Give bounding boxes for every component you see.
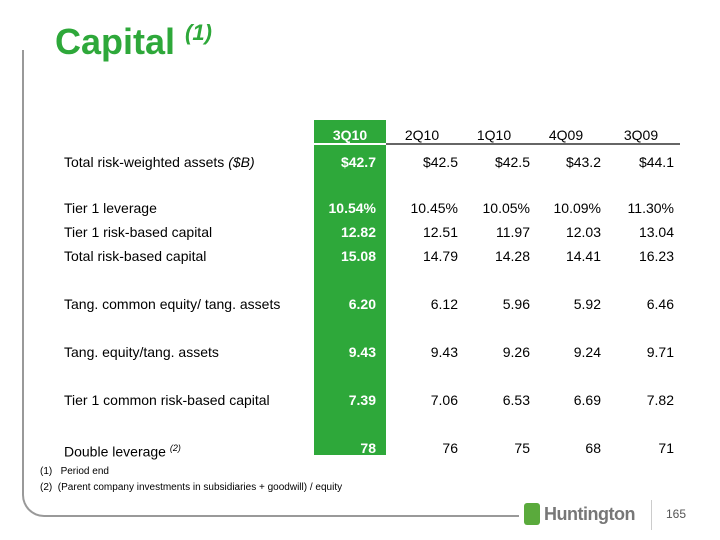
row-label: Tier 1 risk-based capital [64, 224, 213, 240]
column-header: 4Q09 [548, 127, 584, 143]
highlight-column [314, 120, 386, 455]
row-label: Double leverage (2) [64, 443, 181, 460]
table-cell: 7.39 [348, 392, 376, 408]
row-label: Total risk-weighted assets ($B) [64, 154, 255, 170]
footnote-2: (2) (Parent company investments in subsi… [40, 482, 343, 493]
table-cell: 14.41 [565, 248, 601, 264]
table-cell: 10.45% [410, 200, 458, 216]
huntington-logo: Huntington [524, 503, 635, 525]
table-cell: 12.03 [565, 224, 601, 240]
column-header: 3Q10 [332, 127, 368, 143]
table-cell: 12.82 [340, 224, 376, 240]
row-label: Tang. common equity/ tang. assets [64, 296, 281, 312]
table-cell: 7.82 [646, 392, 674, 408]
column-header: 3Q09 [623, 127, 659, 143]
table-cell: 11.30% [627, 200, 674, 216]
row-label: Tang. equity/tang. assets [64, 344, 219, 360]
table-cell: 9.71 [646, 344, 674, 360]
table-cell: 14.28 [494, 248, 530, 264]
table-cell: 71 [658, 440, 674, 456]
row-label: Total risk-based capital [64, 248, 207, 264]
table-cell: $42.7 [340, 154, 376, 170]
table-cell: 75 [514, 440, 530, 456]
table-cell: 6.20 [348, 296, 376, 312]
table-cell: 6.53 [502, 392, 530, 408]
table-cell: 10.54% [328, 200, 376, 216]
table-cell: 9.43 [430, 344, 458, 360]
table-cell: 5.96 [502, 296, 530, 312]
table-cell: 9.24 [573, 344, 601, 360]
table-cell: 12.51 [422, 224, 458, 240]
slide-frame [22, 50, 519, 517]
page-title: Capital (1) [55, 20, 212, 62]
table-cell: $42.5 [494, 154, 530, 170]
table-cell: $44.1 [638, 154, 674, 170]
header-rule [314, 143, 680, 145]
table-cell: 13.04 [638, 224, 674, 240]
table-cell: 76 [442, 440, 458, 456]
column-header: 1Q10 [476, 127, 512, 143]
table-cell: 6.46 [646, 296, 674, 312]
table-cell: 78 [360, 440, 376, 456]
table-cell: 10.09% [553, 200, 601, 216]
row-label: Tier 1 common risk-based capital [64, 392, 270, 408]
table-cell: 9.26 [502, 344, 530, 360]
page-number: 165 [666, 507, 687, 521]
table-cell: 6.12 [430, 296, 458, 312]
column-header: 2Q10 [404, 127, 440, 143]
table-cell: 16.23 [638, 248, 674, 264]
table-cell: 9.43 [348, 344, 376, 360]
table-cell: $43.2 [565, 154, 601, 170]
table-cell: 11.97 [496, 224, 530, 240]
header-rule-highlight [314, 143, 386, 145]
row-label: Tier 1 leverage [64, 200, 157, 216]
logo-text: Huntington [544, 503, 635, 524]
table-cell: 7.06 [430, 392, 458, 408]
table-cell: 14.79 [422, 248, 458, 264]
table-cell: 15.08 [340, 248, 376, 264]
footnote-1: (1) Period end [40, 466, 109, 477]
table-cell: $42.5 [422, 154, 458, 170]
logo-mark-icon [524, 503, 540, 525]
table-cell: 5.92 [573, 296, 601, 312]
table-cell: 6.69 [573, 392, 601, 408]
table-cell: 68 [585, 440, 601, 456]
divider [651, 500, 652, 530]
table-cell: 10.05% [482, 200, 530, 216]
